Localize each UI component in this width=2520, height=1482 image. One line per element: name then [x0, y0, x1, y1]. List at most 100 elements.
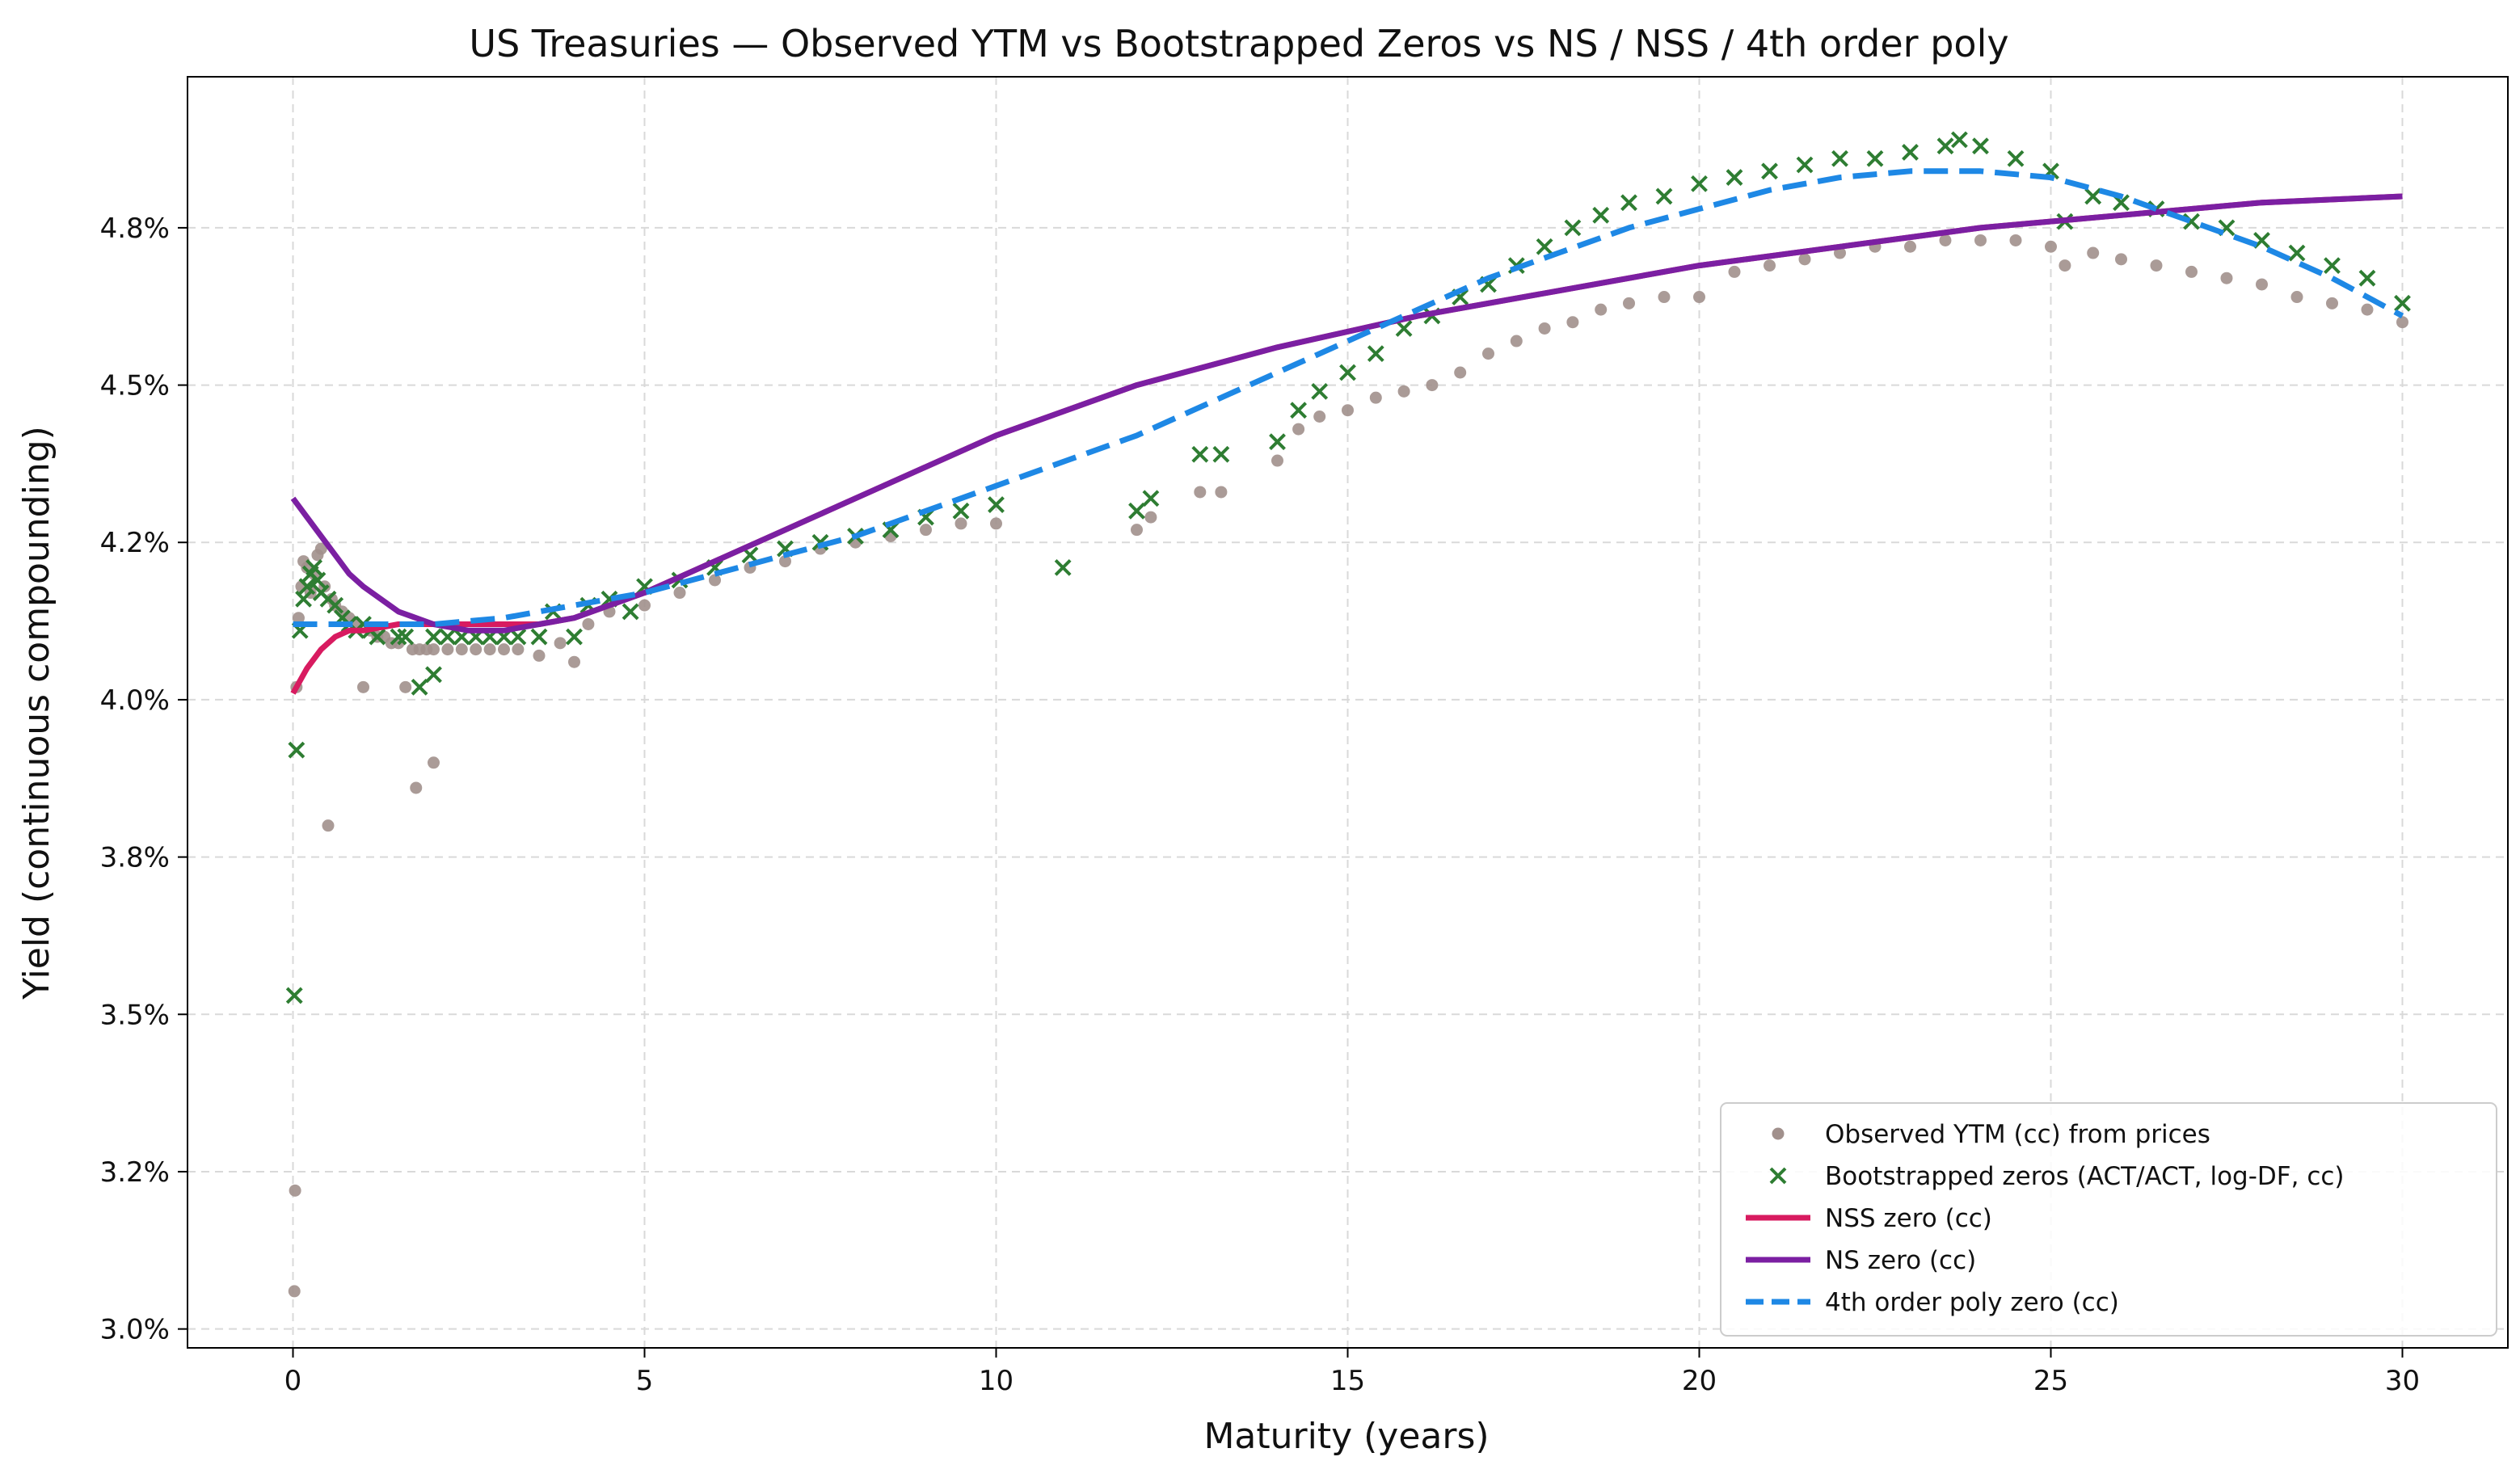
zero-point: [1290, 402, 1308, 419]
ytm-point: [2326, 297, 2338, 309]
ytm-point: [2045, 240, 2057, 253]
data-layer: [285, 131, 2411, 1298]
legend-label: Observed YTM (cc) from prices: [1825, 1120, 2210, 1149]
x-tick-label: 10: [979, 1365, 1013, 1397]
ytm-point: [533, 649, 546, 662]
ytm-point: [1194, 486, 1207, 499]
zero-point: [2183, 213, 2200, 230]
ytm-point: [673, 587, 686, 600]
zero-point: [369, 628, 386, 646]
zero-point: [1655, 187, 1673, 205]
ytm-point: [1566, 316, 1579, 329]
zero-point: [622, 603, 639, 621]
ytm-point: [1798, 253, 1811, 266]
ytm-point: [1693, 291, 1705, 304]
zero-point: [1339, 364, 1356, 381]
ytm-point: [470, 643, 483, 656]
ytm-point: [709, 574, 721, 587]
ytm-point: [483, 643, 496, 656]
legend-items: Observed YTM (cc) from prices Bootstrappe…: [1746, 1120, 2345, 1317]
zero-point: [2358, 269, 2376, 287]
ytm-point: [2396, 316, 2408, 329]
zero-point: [2253, 232, 2270, 249]
legend-label: NSS zero (cc): [1825, 1204, 1992, 1233]
ytm-point: [357, 680, 369, 693]
zero-point: [1902, 144, 1919, 161]
ytm-point: [1939, 234, 1952, 246]
zero-point: [1212, 445, 1230, 463]
ytm-point: [1313, 410, 1326, 423]
ytm-point: [289, 1184, 301, 1197]
ytm-point: [410, 781, 423, 794]
zero-point: [509, 628, 527, 646]
ytm-point: [1623, 297, 1635, 309]
zero-point: [2324, 257, 2341, 275]
zero-point: [811, 533, 829, 551]
zero-point: [1142, 490, 1160, 507]
x-axis-label: Maturity (years): [1203, 1416, 1489, 1457]
legend-x-marker: [1769, 1167, 1787, 1185]
zero-point: [1796, 156, 1814, 174]
zero-point: [327, 596, 344, 614]
ytm-point: [1292, 423, 1305, 436]
legend-label: 4th order poly zero (cc): [1825, 1288, 2119, 1317]
y-tick-label: 3.5%: [100, 999, 170, 1031]
zero-point: [952, 502, 970, 520]
zero-point: [1564, 219, 1582, 237]
zero-point: [390, 628, 407, 646]
grid-lines: [188, 77, 2508, 1348]
legend-dot-marker: [1772, 1127, 1785, 1140]
zero-point: [1866, 149, 1884, 167]
zero-point: [2084, 187, 2102, 205]
ytm-point: [2185, 265, 2198, 278]
zero-point: [1191, 445, 1209, 463]
ytm-point: [2220, 272, 2233, 284]
x-tick-label: 5: [636, 1365, 654, 1397]
zero-point: [288, 741, 306, 759]
ytm-point: [568, 655, 580, 668]
ytm-point: [1342, 404, 1354, 417]
legend-box: [1720, 1102, 2497, 1337]
zero-point: [530, 628, 548, 646]
y-tick-label: 3.8%: [100, 842, 170, 874]
ytm-point: [2361, 303, 2374, 316]
zero-point: [1054, 558, 1072, 576]
ytm-point: [1482, 347, 1494, 360]
ytm-point: [1454, 366, 1467, 379]
y-tick-label: 3.0%: [100, 1314, 170, 1346]
zero-point: [1761, 162, 1778, 180]
zero-point: [397, 628, 415, 646]
ytm-point: [1369, 391, 1382, 404]
zero-point: [1726, 169, 1743, 187]
zero-point: [425, 666, 442, 684]
zero-point: [285, 987, 303, 1004]
poly-zero-line: [293, 168, 2404, 627]
x-tick-label: 15: [1330, 1365, 1365, 1397]
zero-point: [309, 571, 327, 589]
ytm-point: [990, 517, 1002, 530]
zero-point: [1367, 345, 1384, 363]
ytm-point: [920, 524, 932, 537]
zero-point: [1128, 502, 1145, 520]
ytm-point: [1426, 379, 1439, 392]
x-tick-label: 25: [2033, 1365, 2068, 1397]
ytm-point: [1538, 322, 1551, 335]
ytm-point: [1510, 335, 1523, 347]
ytm-point: [455, 643, 468, 656]
zero-point: [1592, 206, 1610, 224]
y-tick-label: 4.2%: [100, 527, 170, 559]
ytm-point: [428, 643, 440, 656]
zero-point: [1311, 382, 1329, 400]
ytm-point: [498, 643, 510, 656]
ytm-point: [779, 555, 791, 568]
ytm-point: [2150, 259, 2163, 272]
ytm-point: [1658, 291, 1671, 304]
zero-point: [439, 628, 457, 646]
zero-point: [1536, 238, 1553, 255]
y-tick-label: 4.0%: [100, 684, 170, 717]
zero-point: [298, 578, 316, 596]
zero-point: [1936, 137, 1954, 155]
y-tick-label: 4.5%: [100, 370, 170, 402]
x-tick-label: 20: [1682, 1365, 1717, 1397]
zero-point: [1691, 175, 1708, 192]
